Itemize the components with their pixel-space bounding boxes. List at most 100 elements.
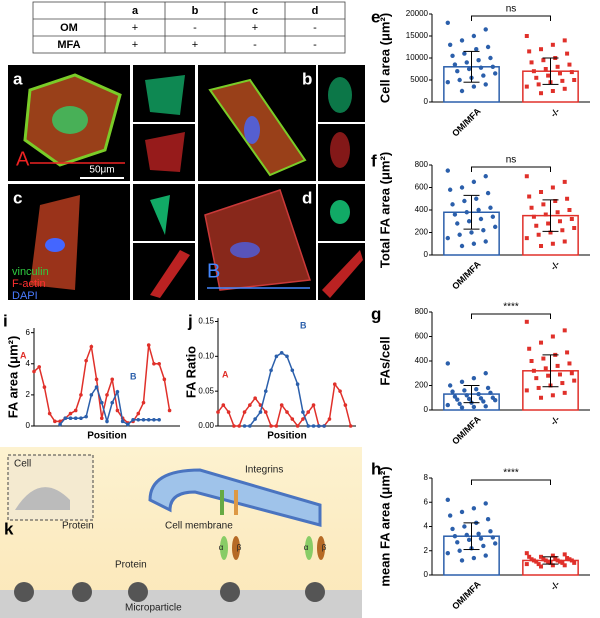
data-point xyxy=(445,80,450,85)
y-tick-label: 0 xyxy=(424,97,429,106)
data-point xyxy=(327,417,332,421)
data-point xyxy=(550,553,555,558)
data-point xyxy=(471,33,477,39)
data-point xyxy=(157,417,161,422)
series-label: B xyxy=(300,320,307,330)
data-point xyxy=(285,410,289,414)
data-point xyxy=(543,212,548,217)
data-point xyxy=(476,531,481,536)
panel-label: c xyxy=(13,188,22,207)
significance-label: ns xyxy=(506,155,517,166)
data-point xyxy=(567,62,572,67)
data-point xyxy=(311,424,316,428)
data-point xyxy=(524,562,529,567)
y-tick-label: 20000 xyxy=(406,9,429,18)
data-point xyxy=(531,69,536,74)
panel-label: k xyxy=(4,519,14,538)
data-point xyxy=(529,205,534,210)
data-point xyxy=(569,558,574,563)
data-point xyxy=(459,509,465,515)
data-point xyxy=(483,501,488,506)
data-point xyxy=(490,214,496,219)
data-point xyxy=(476,391,481,397)
data-point xyxy=(466,219,472,224)
data-point xyxy=(99,416,104,421)
series-label: A xyxy=(222,369,229,379)
table-cell: + xyxy=(192,39,198,51)
data-point xyxy=(455,540,460,545)
data-point xyxy=(536,385,541,390)
data-point xyxy=(84,414,88,419)
diagram xyxy=(0,447,362,618)
data-point xyxy=(485,44,491,50)
data-point xyxy=(450,202,455,207)
data-point xyxy=(167,408,172,413)
data-point xyxy=(94,377,99,382)
data-point xyxy=(141,400,146,405)
data-point xyxy=(136,411,141,416)
data-point xyxy=(527,49,532,54)
x-tick-label: OM/MFA xyxy=(450,259,483,292)
x-tick-label: -/- xyxy=(549,414,562,427)
data-point xyxy=(562,239,567,244)
data-point xyxy=(488,529,493,534)
data-point xyxy=(248,424,252,428)
data-point xyxy=(534,75,539,80)
y-tick-label: 600 xyxy=(415,183,429,192)
data-point xyxy=(493,541,498,546)
data-point xyxy=(478,65,484,70)
condition-table xyxy=(32,1,346,54)
data-point xyxy=(226,410,231,414)
data-point xyxy=(447,513,453,518)
data-point xyxy=(488,205,493,210)
data-point xyxy=(536,232,541,237)
data-point xyxy=(32,369,36,374)
data-point xyxy=(555,210,560,215)
data-point xyxy=(546,373,551,378)
data-point xyxy=(531,368,536,373)
data-point xyxy=(63,416,68,421)
region-label: B xyxy=(207,260,220,282)
table-header: a xyxy=(132,5,139,17)
region-label: A xyxy=(16,148,30,170)
data-point xyxy=(58,422,62,427)
data-point xyxy=(562,86,567,91)
data-point xyxy=(263,410,268,414)
data-point xyxy=(562,552,567,557)
data-point xyxy=(483,239,488,244)
data-point xyxy=(110,377,115,382)
x-tick-label: OM/MFA xyxy=(450,579,483,612)
data-point xyxy=(450,389,455,394)
data-point xyxy=(152,417,156,422)
data-point xyxy=(493,224,498,230)
data-point xyxy=(543,67,548,71)
y-tick-label: 5000 xyxy=(410,75,428,84)
data-point xyxy=(567,361,572,366)
data-point xyxy=(452,534,458,539)
data-point xyxy=(146,343,151,347)
data-point xyxy=(447,187,453,192)
data-point xyxy=(565,196,570,201)
data-point xyxy=(567,208,572,212)
data-point xyxy=(471,375,477,381)
series-label: B xyxy=(130,371,137,381)
significance-bracket xyxy=(471,166,551,172)
table-cell: - xyxy=(313,39,317,51)
subunit-label: β xyxy=(322,543,327,552)
data-point xyxy=(322,424,326,428)
y-tick-label: 0.10 xyxy=(198,351,214,360)
data-point xyxy=(459,243,465,249)
data-point xyxy=(483,404,488,409)
data-point xyxy=(548,230,553,235)
y-axis-label: FA area (μm²) xyxy=(5,336,20,419)
data-point xyxy=(242,424,247,428)
data-point xyxy=(348,424,353,428)
data-point xyxy=(483,553,488,558)
data-point xyxy=(555,363,560,368)
data-point xyxy=(447,383,453,388)
data-point xyxy=(447,42,453,47)
data-point xyxy=(445,402,450,408)
row-label: MFA xyxy=(57,39,80,51)
y-tick-label: 2 xyxy=(424,546,429,555)
